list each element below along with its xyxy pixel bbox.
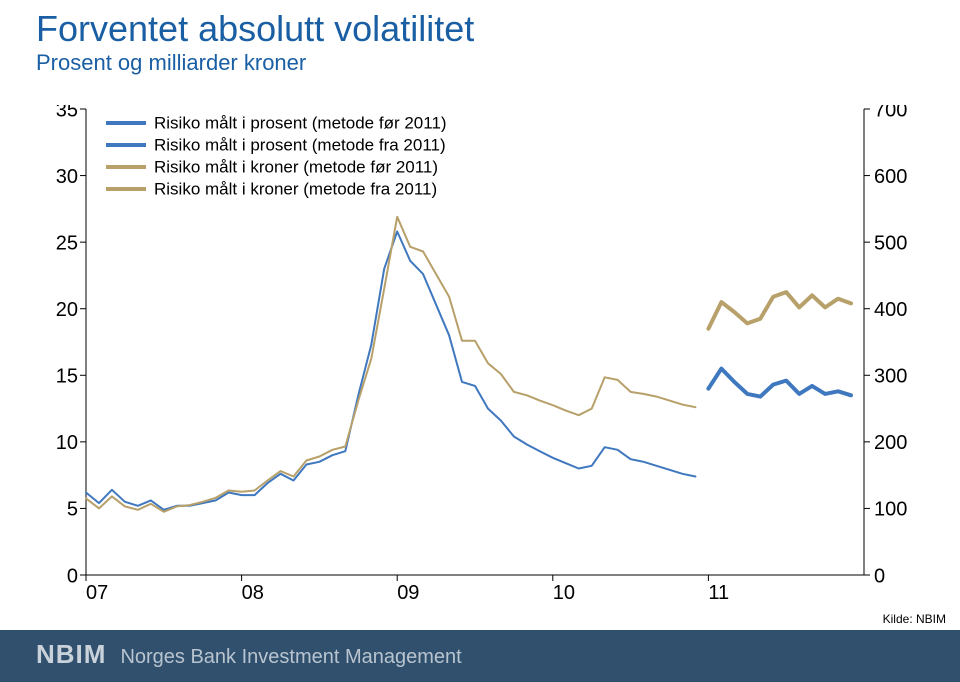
svg-text:08: 08 xyxy=(242,582,264,604)
series-kroner-for-2011 xyxy=(86,217,695,512)
svg-text:100: 100 xyxy=(874,499,907,521)
series-prosent-for-2011 xyxy=(86,232,695,510)
svg-text:200: 200 xyxy=(874,432,907,454)
legend-label: Risiko målt i prosent (metode fra 2011) xyxy=(154,135,446,154)
svg-text:700: 700 xyxy=(874,105,907,121)
footer-logo-short: NBIM xyxy=(36,639,106,670)
svg-text:10: 10 xyxy=(56,432,78,454)
source-label: Kilde: NBIM xyxy=(883,612,946,626)
svg-text:0: 0 xyxy=(874,565,885,587)
svg-text:600: 600 xyxy=(874,166,907,188)
svg-text:07: 07 xyxy=(86,582,108,604)
svg-text:500: 500 xyxy=(874,232,907,254)
page-subtitle: Prosent og milliarder kroner xyxy=(36,50,474,76)
footer-logo-full: Norges Bank Investment Management xyxy=(120,646,461,669)
legend-label: Risiko målt i kroner (metode før 2011) xyxy=(154,157,438,176)
svg-text:30: 30 xyxy=(56,166,78,188)
legend-label: Risiko målt i kroner (metode fra 2011) xyxy=(154,179,437,198)
series-kroner-fra-2011 xyxy=(708,292,851,329)
svg-text:15: 15 xyxy=(56,366,78,388)
svg-text:25: 25 xyxy=(56,232,78,254)
svg-text:5: 5 xyxy=(67,499,78,521)
page: Forventet absolutt volatilitet Prosent o… xyxy=(0,0,960,682)
svg-text:35: 35 xyxy=(56,105,78,121)
svg-text:20: 20 xyxy=(56,299,78,321)
legend-label: Risiko målt i prosent (metode før 2011) xyxy=(154,113,447,132)
svg-text:0: 0 xyxy=(67,565,78,587)
volatility-chart: 0 5 10 15 20 25 30 35 0 100 200 300 400 500 600 700 07 08… xyxy=(36,105,924,605)
svg-text:10: 10 xyxy=(553,582,575,604)
footer-logo: NBIM Norges Bank Investment Management xyxy=(36,639,462,670)
svg-text:09: 09 xyxy=(397,582,419,604)
svg-text:11: 11 xyxy=(708,582,729,604)
series-prosent-fra-2011 xyxy=(708,369,851,397)
footer-bar: NBIM Norges Bank Investment Management xyxy=(0,630,960,682)
page-title: Forventet absolutt volatilitet xyxy=(36,10,474,48)
svg-text:400: 400 xyxy=(874,299,907,321)
svg-text:300: 300 xyxy=(874,366,907,388)
title-block: Forventet absolutt volatilitet Prosent o… xyxy=(36,10,474,76)
